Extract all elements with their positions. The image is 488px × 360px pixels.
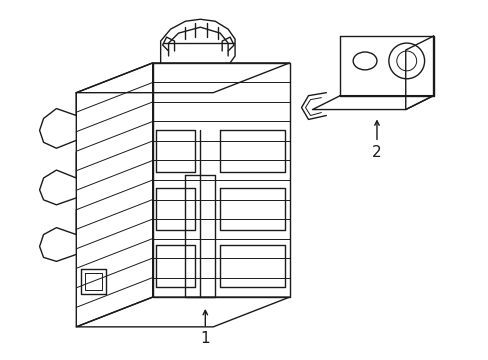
Polygon shape — [155, 130, 195, 172]
Polygon shape — [76, 297, 289, 327]
Polygon shape — [76, 63, 289, 93]
Polygon shape — [220, 188, 284, 230]
Polygon shape — [220, 130, 284, 172]
Polygon shape — [155, 188, 195, 230]
Polygon shape — [312, 96, 433, 109]
Polygon shape — [152, 63, 289, 297]
Polygon shape — [405, 36, 433, 109]
Polygon shape — [76, 63, 152, 327]
Text: 2: 2 — [371, 145, 381, 160]
Text: 1: 1 — [200, 331, 210, 346]
Polygon shape — [340, 36, 433, 96]
Polygon shape — [155, 246, 195, 287]
Polygon shape — [220, 246, 284, 287]
Polygon shape — [185, 175, 215, 297]
